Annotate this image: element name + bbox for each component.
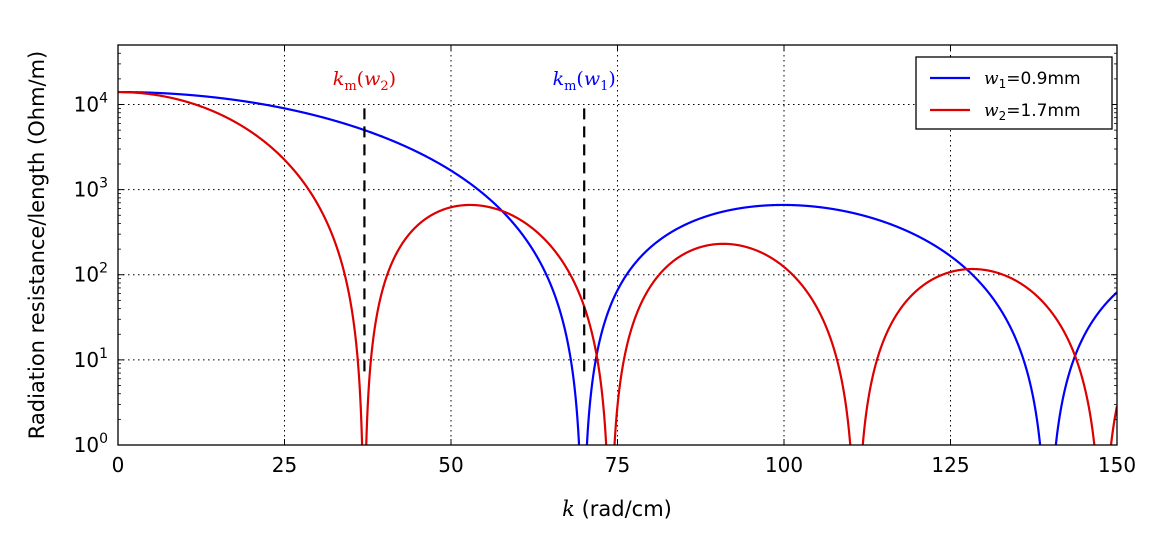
x-tick-label: 0 [112,453,125,477]
series-line-w2 [613,242,852,445]
x-tick-label: 150 [1098,453,1136,477]
y-axis: 100 101 102 103 104 [74,44,1117,457]
series-line-w2 [365,203,608,445]
legend: w1=0.9mm w2=1.7mm [915,56,1113,130]
y-tick-label: 104 [74,90,108,116]
series-line-w2 [118,90,364,445]
x-tick-label: 75 [605,453,630,477]
y-tick-label: 102 [74,261,108,287]
marker-label-w2: km(w2) [333,68,396,94]
x-axis: 0 25 50 75 100 125 150 [112,45,1136,477]
series-line-w2 [1109,405,1117,445]
series-layer [118,90,1117,445]
x-axis-label: k (rad/cm) [562,497,672,521]
series-line-w1 [1054,291,1117,445]
x-tick-label: 50 [438,453,463,477]
marker-layer: km(w2) km(w1) [333,68,616,376]
legend-box [915,56,1113,130]
y-tick-label: 101 [74,346,108,372]
series-line-w1 [585,203,1042,445]
grid [118,45,1117,445]
x-tick-label: 125 [931,453,969,477]
legend-label-w1: w1=0.9mm [984,69,1081,91]
series-line-w1 [118,90,581,445]
marker-label-w1: km(w1) [553,68,616,94]
x-tick-label: 25 [272,453,297,477]
y-axis-label: Radiation resistance/length (Ohm/m) [25,51,49,440]
x-tick-label: 100 [765,453,803,477]
y-tick-label: 100 [74,431,108,457]
series-line-w2 [861,267,1096,445]
legend-label-w2: w2=1.7mm [984,101,1081,123]
y-tick-label: 103 [74,176,108,202]
